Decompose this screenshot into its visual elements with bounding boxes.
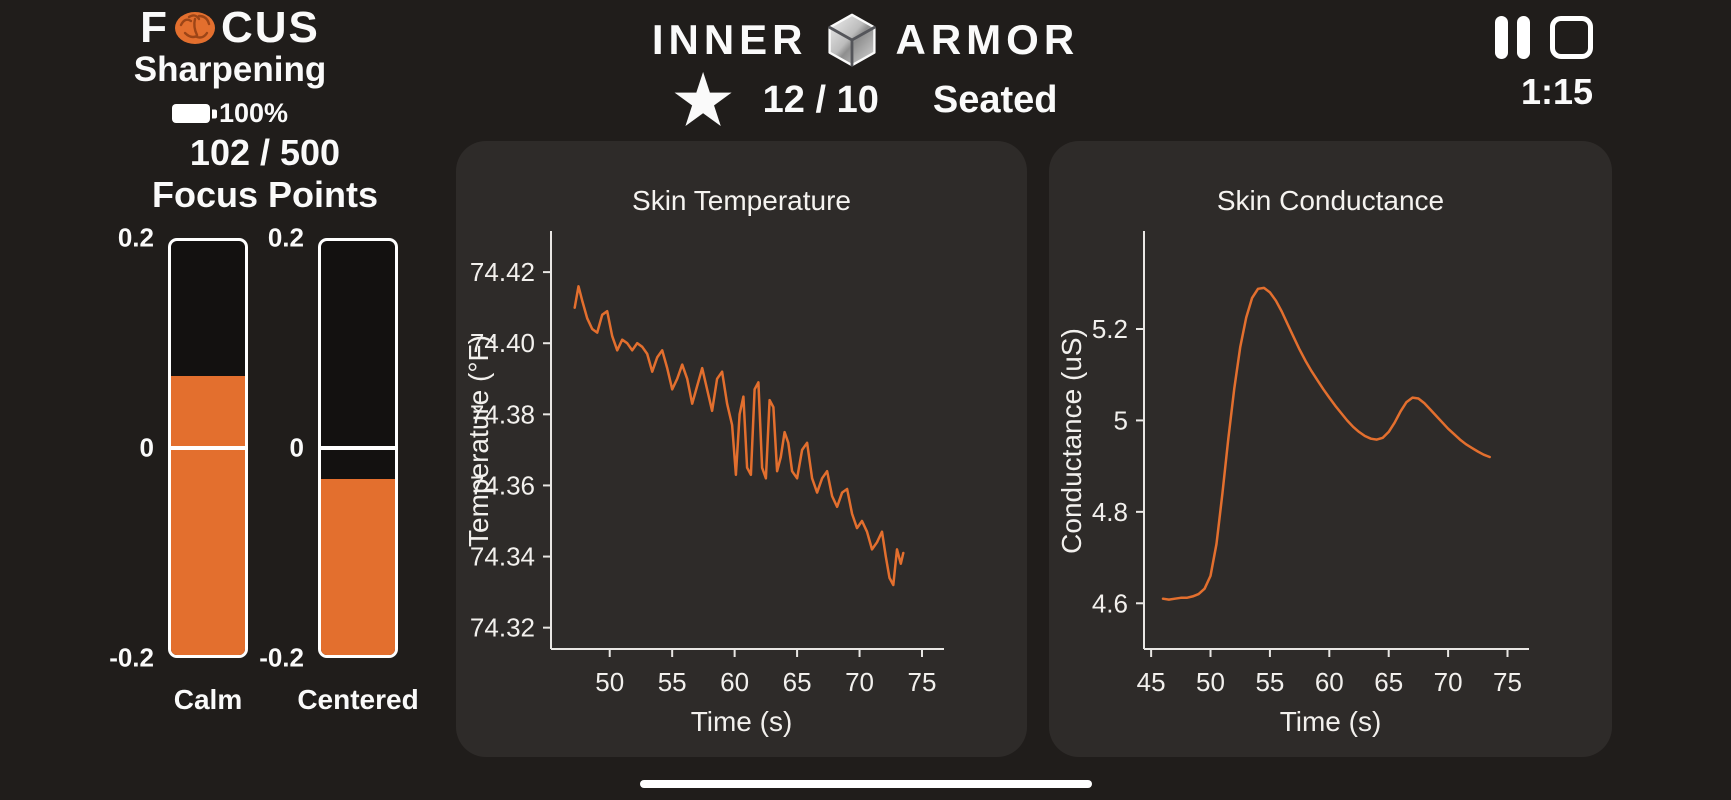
svg-text:74.34: 74.34: [470, 542, 535, 572]
mode-label: Sharpening: [133, 50, 327, 89]
app-header: INNER ARMOR ★ 12 / 10 Seated: [0, 12, 1731, 137]
svg-text:65: 65: [1374, 667, 1403, 697]
gauge-zero-line: [171, 446, 245, 450]
svg-text:Time (s): Time (s): [691, 706, 793, 737]
session-status: ★ 12 / 10 Seated: [673, 63, 1058, 137]
svg-text:70: 70: [845, 667, 874, 697]
focus-points: 102 / 500 Focus Points: [0, 132, 530, 217]
session-timer: 1:15: [1520, 71, 1593, 112]
focus-points-label: Focus Points: [151, 174, 379, 216]
svg-text:65: 65: [783, 667, 812, 697]
focus-logo-cus: CUS: [220, 3, 320, 52]
skin-conductance-chart: 4.6 4.8 5 5.2 45 50 55 60 65 70 75 Conductance (uS)…: [1056, 231, 1529, 737]
skin-temperature-chart: 74.32 74.34 74.36 74.38 74.40 74.42 50 55 60 65 70…: [463, 231, 944, 737]
svg-text:60: 60: [1315, 667, 1344, 697]
pause-button[interactable]: [1495, 16, 1530, 59]
svg-text:74.32: 74.32: [470, 613, 535, 643]
gauge-min-label: -0.2: [259, 642, 304, 673]
gauge-bar-centered: [318, 238, 398, 658]
svg-text:75: 75: [908, 667, 937, 697]
svg-text:74.38: 74.38: [470, 399, 535, 429]
pause-icon: [1495, 16, 1508, 59]
svg-text:Time (s): Time (s): [1280, 706, 1382, 737]
svg-text:5.2: 5.2: [1092, 314, 1128, 344]
session-controls: 1:15: [1495, 16, 1593, 113]
battery-icon: [171, 104, 210, 123]
svg-text:55: 55: [658, 667, 687, 697]
battery-status: 100%: [0, 98, 460, 129]
svg-text:4.8: 4.8: [1092, 497, 1128, 527]
svg-text:74.42: 74.42: [470, 257, 535, 287]
media-controls: [1495, 16, 1593, 59]
gauge-zero-label: 0: [139, 432, 154, 463]
gauge-zero-line: [321, 446, 395, 450]
chart-title-conductance: Skin Conductance: [1216, 185, 1445, 216]
svg-text:5: 5: [1114, 405, 1128, 435]
pause-icon: [1517, 16, 1530, 59]
cube-logo-icon: [827, 13, 876, 67]
svg-text:60: 60: [720, 667, 749, 697]
inner-armor-logo: INNER ARMOR: [652, 12, 1079, 68]
focus-brand: F CUS Sharpening 100%: [0, 6, 460, 129]
svg-text:50: 50: [595, 667, 624, 697]
brain-icon: [174, 12, 215, 44]
brand-armor-text: ARMOR: [895, 16, 1080, 63]
gauge-max-label: 0.2: [267, 222, 304, 253]
gauge-min-label: -0.2: [109, 642, 154, 673]
svg-text:4.6: 4.6: [1092, 588, 1128, 618]
star-icon: ★: [673, 63, 733, 137]
battery-percent: 100%: [218, 98, 289, 128]
gauge-max-label: 0.2: [117, 222, 154, 253]
svg-text:55: 55: [1255, 667, 1284, 697]
focus-points-value: 102 / 500: [189, 132, 341, 173]
svg-text:45: 45: [1137, 667, 1166, 697]
focus-logo: F CUS: [0, 6, 460, 50]
svg-text:50: 50: [1196, 667, 1225, 697]
svg-text:Conductance (uS): Conductance (uS): [1056, 328, 1087, 554]
skin-conductance-panel: Skin Conductance 4.6 4.8 5 5.2 45 50 55 60 65 70 7…: [1049, 141, 1612, 757]
svg-text:75: 75: [1493, 667, 1522, 697]
skin-temperature-panel: Skin Temperature 74.32 74.34 74.36 74.38 74.…: [456, 141, 1027, 757]
gauge-fill-calm: [171, 375, 245, 655]
gauge-label-centered: Centered: [297, 684, 419, 715]
stop-button[interactable]: [1550, 16, 1593, 59]
gauge-calm: 0.2 0 -0.2 Calm: [109, 223, 248, 715]
svg-text:70: 70: [1434, 667, 1463, 697]
gauge-label-calm: Calm: [173, 684, 243, 715]
brand-inner-text: INNER: [651, 16, 808, 63]
gauge-bar-calm: [168, 238, 248, 658]
home-indicator[interactable]: [639, 780, 1092, 788]
session-score: 12 / 10: [762, 78, 879, 121]
svg-text:Temperature (°F): Temperature (°F): [463, 335, 494, 547]
gauge-fill-centered: [321, 479, 395, 655]
focus-logo-f: F: [140, 3, 169, 52]
gauge-zero-label: 0: [289, 432, 304, 463]
gauge-centered: 0.2 0 -0.2 Centered: [259, 223, 419, 716]
svg-text:74.36: 74.36: [470, 470, 535, 500]
posture-label: Seated: [932, 78, 1058, 121]
svg-text:74.40: 74.40: [470, 328, 535, 358]
chart-title-temperature: Skin Temperature: [632, 185, 851, 216]
